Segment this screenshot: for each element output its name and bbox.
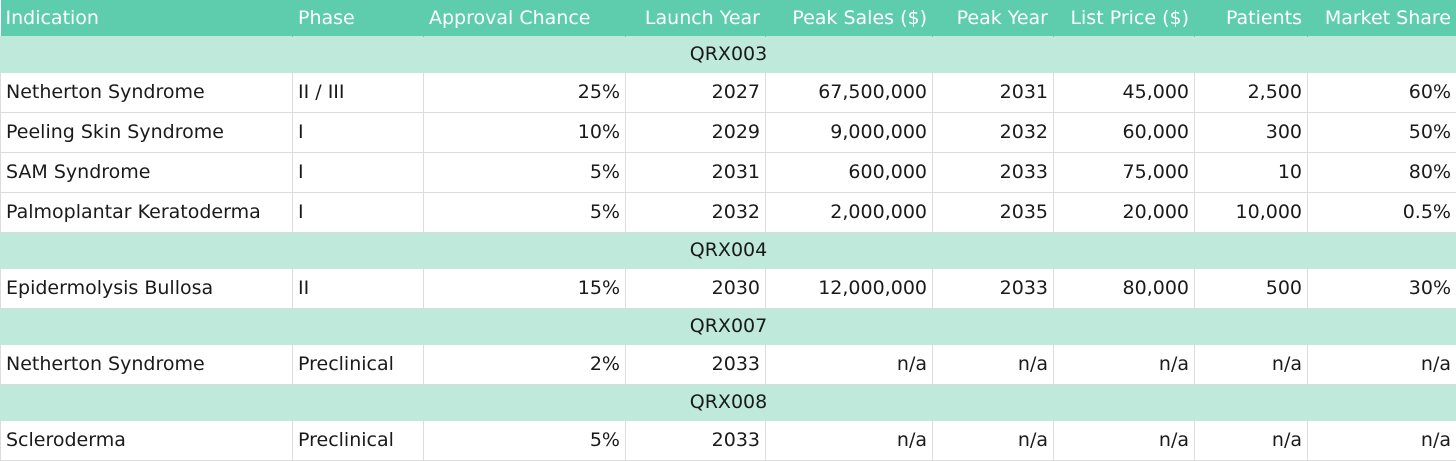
cell-list-price: n/a bbox=[1054, 344, 1195, 384]
cell-peak-sales: 9,000,000 bbox=[766, 112, 933, 152]
cell-launch-year: 2033 bbox=[626, 420, 766, 460]
cell-peak-year: 2031 bbox=[933, 72, 1054, 112]
cell-approval-chance: 15% bbox=[424, 268, 626, 308]
col-header-peak-year: Peak Year bbox=[933, 0, 1054, 36]
col-header-indication: Indication bbox=[1, 0, 293, 36]
table-header: Indication Phase Approval Chance Launch … bbox=[1, 0, 1456, 36]
cell-list-price: 45,000 bbox=[1054, 72, 1195, 112]
cell-phase: II bbox=[293, 268, 424, 308]
cell-peak-sales: 2,000,000 bbox=[766, 192, 933, 232]
col-header-launch-year: Launch Year bbox=[626, 0, 766, 36]
group-label: QRX003 bbox=[1, 36, 1456, 72]
cell-patients: 500 bbox=[1195, 268, 1308, 308]
cell-market-share: 30% bbox=[1308, 268, 1456, 308]
cell-phase: Preclinical bbox=[293, 344, 424, 384]
cell-patients: 10,000 bbox=[1195, 192, 1308, 232]
cell-indication: Scleroderma bbox=[1, 420, 293, 460]
cell-peak-year: n/a bbox=[933, 420, 1054, 460]
cell-patients: 10 bbox=[1195, 152, 1308, 192]
cell-indication: Peeling Skin Syndrome bbox=[1, 112, 293, 152]
cell-market-share: 50% bbox=[1308, 112, 1456, 152]
cell-approval-chance: 10% bbox=[424, 112, 626, 152]
cell-market-share: n/a bbox=[1308, 344, 1456, 384]
col-header-peak-sales: Peak Sales ($) bbox=[766, 0, 933, 36]
cell-launch-year: 2027 bbox=[626, 72, 766, 112]
cell-peak-year: n/a bbox=[933, 344, 1054, 384]
cell-peak-sales: n/a bbox=[766, 420, 933, 460]
cell-market-share: 60% bbox=[1308, 72, 1456, 112]
cell-list-price: 80,000 bbox=[1054, 268, 1195, 308]
cell-peak-sales: 600,000 bbox=[766, 152, 933, 192]
cell-phase: II / III bbox=[293, 72, 424, 112]
cell-indication: SAM Syndrome bbox=[1, 152, 293, 192]
cell-peak-year: 2035 bbox=[933, 192, 1054, 232]
cell-peak-year: 2033 bbox=[933, 152, 1054, 192]
col-header-market-share: Market Share bbox=[1308, 0, 1456, 36]
group-label: QRX007 bbox=[1, 308, 1456, 344]
cell-phase: I bbox=[293, 112, 424, 152]
col-header-phase: Phase bbox=[293, 0, 424, 36]
cell-launch-year: 2033 bbox=[626, 344, 766, 384]
cell-indication: Netherton Syndrome bbox=[1, 72, 293, 112]
cell-approval-chance: 2% bbox=[424, 344, 626, 384]
header-row: Indication Phase Approval Chance Launch … bbox=[1, 0, 1456, 36]
group-label: QRX008 bbox=[1, 384, 1456, 420]
cell-peak-year: 2032 bbox=[933, 112, 1054, 152]
col-header-approval-chance: Approval Chance bbox=[424, 0, 626, 36]
cell-patients: 2,500 bbox=[1195, 72, 1308, 112]
group-row: QRX003 bbox=[1, 36, 1456, 72]
cell-approval-chance: 5% bbox=[424, 420, 626, 460]
group-row: QRX004 bbox=[1, 232, 1456, 268]
cell-phase: I bbox=[293, 152, 424, 192]
cell-launch-year: 2031 bbox=[626, 152, 766, 192]
group-label: QRX004 bbox=[1, 232, 1456, 268]
cell-peak-sales: 67,500,000 bbox=[766, 72, 933, 112]
cell-approval-chance: 25% bbox=[424, 72, 626, 112]
group-row: QRX007 bbox=[1, 308, 1456, 344]
cell-approval-chance: 5% bbox=[424, 192, 626, 232]
cell-indication: Netherton Syndrome bbox=[1, 344, 293, 384]
cell-patients: 300 bbox=[1195, 112, 1308, 152]
cell-patients: n/a bbox=[1195, 420, 1308, 460]
cell-launch-year: 2029 bbox=[626, 112, 766, 152]
cell-launch-year: 2032 bbox=[626, 192, 766, 232]
cell-indication: Palmoplantar Keratoderma bbox=[1, 192, 293, 232]
cell-launch-year: 2030 bbox=[626, 268, 766, 308]
cell-list-price: 20,000 bbox=[1054, 192, 1195, 232]
cell-market-share: n/a bbox=[1308, 420, 1456, 460]
cell-patients: n/a bbox=[1195, 344, 1308, 384]
col-header-list-price: List Price ($) bbox=[1054, 0, 1195, 36]
cell-approval-chance: 5% bbox=[424, 152, 626, 192]
cell-list-price: 60,000 bbox=[1054, 112, 1195, 152]
cell-peak-sales: n/a bbox=[766, 344, 933, 384]
cell-market-share: 0.5% bbox=[1308, 192, 1456, 232]
cell-phase: Preclinical bbox=[293, 420, 424, 460]
cell-peak-year: 2033 bbox=[933, 268, 1054, 308]
cell-list-price: 75,000 bbox=[1054, 152, 1195, 192]
cell-indication: Epidermolysis Bullosa bbox=[1, 268, 293, 308]
cell-peak-sales: 12,000,000 bbox=[766, 268, 933, 308]
cell-market-share: 80% bbox=[1308, 152, 1456, 192]
cell-phase: I bbox=[293, 192, 424, 232]
group-row: QRX008 bbox=[1, 384, 1456, 420]
cell-list-price: n/a bbox=[1054, 420, 1195, 460]
col-header-patients: Patients bbox=[1195, 0, 1308, 36]
